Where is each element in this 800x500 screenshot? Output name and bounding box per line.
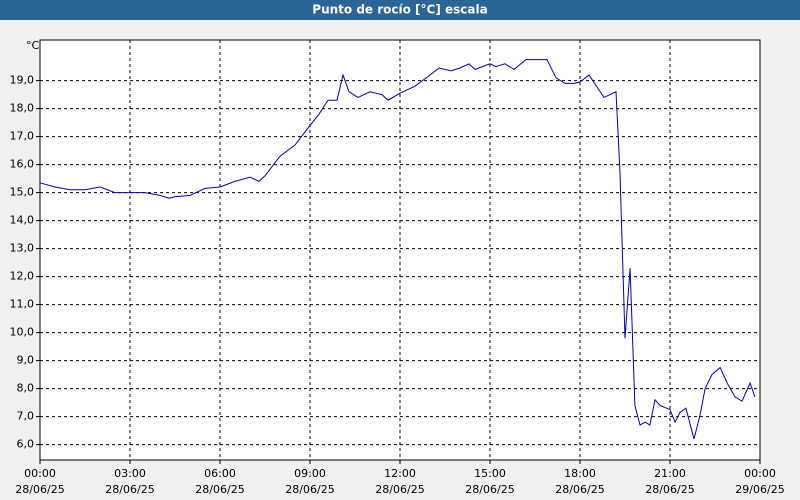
y-tick-label: 15,0 bbox=[10, 186, 35, 199]
x-tick-label: 12:00 bbox=[384, 467, 416, 480]
y-tick-label: 10,0 bbox=[10, 326, 35, 339]
y-tick-label: 11,0 bbox=[10, 298, 35, 311]
x-tick-date: 28/06/25 bbox=[465, 483, 514, 496]
x-tick-date: 29/06/25 bbox=[735, 483, 784, 496]
y-tick-label: 16,0 bbox=[10, 158, 35, 171]
y-tick-label: 9,0 bbox=[17, 354, 35, 367]
chart-title: Punto de rocío [°C] escala bbox=[312, 3, 487, 17]
y-tick-label: 13,0 bbox=[10, 242, 35, 255]
y-tick-label: 12,0 bbox=[10, 270, 35, 283]
x-tick-date: 28/06/25 bbox=[105, 483, 154, 496]
y-unit: °C bbox=[26, 39, 40, 52]
x-tick-label: 15:00 bbox=[474, 467, 506, 480]
x-tick-label: 00:00 bbox=[24, 467, 56, 480]
y-tick-label: 18,0 bbox=[10, 102, 35, 115]
x-tick-label: 18:00 bbox=[564, 467, 596, 480]
x-tick-date: 28/06/25 bbox=[645, 483, 694, 496]
x-tick-label: 06:00 bbox=[204, 467, 236, 480]
x-tick-label: 00:00 bbox=[744, 467, 776, 480]
y-tick-label: 14,0 bbox=[10, 214, 35, 227]
x-tick-date: 28/06/25 bbox=[195, 483, 244, 496]
x-tick-date: 28/06/25 bbox=[15, 483, 64, 496]
y-tick-label: 7,0 bbox=[17, 410, 35, 423]
x-tick-date: 28/06/25 bbox=[375, 483, 424, 496]
y-tick-label: 8,0 bbox=[17, 382, 35, 395]
x-tick-label: 09:00 bbox=[294, 467, 326, 480]
x-tick-label: 21:00 bbox=[654, 467, 686, 480]
x-tick-label: 03:00 bbox=[114, 467, 146, 480]
y-tick-label: 6,0 bbox=[17, 438, 35, 451]
y-tick-label: 17,0 bbox=[10, 130, 35, 143]
data-line bbox=[39, 59, 756, 440]
x-tick-date: 28/06/25 bbox=[555, 483, 604, 496]
y-tick-label: 19,0 bbox=[10, 74, 35, 87]
title-bar bbox=[0, 0, 800, 20]
x-tick-date: 28/06/25 bbox=[285, 483, 334, 496]
